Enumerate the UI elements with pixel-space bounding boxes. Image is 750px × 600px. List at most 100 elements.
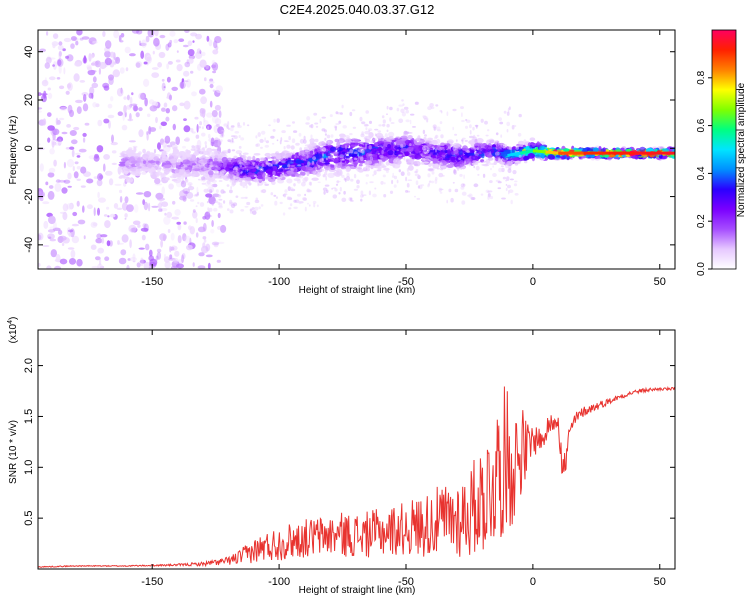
heatmap-halo-blob — [420, 184, 425, 187]
heatmap-halo-blob — [409, 143, 412, 147]
heatmap-noise-blob — [163, 102, 168, 108]
heatmap-halo-blob — [200, 156, 204, 160]
heatmap-halo-blob — [293, 183, 296, 187]
heatmap-noise-blob — [187, 186, 195, 191]
heatmap-noise-blob — [202, 222, 207, 232]
heatmap-halo-blob — [336, 112, 341, 115]
heatmap-halo-blob — [265, 140, 269, 144]
heatmap-ridge-blob — [377, 153, 381, 160]
heatmap-halo-blob — [230, 126, 234, 132]
heatmap-noise-blob — [148, 125, 152, 135]
heatmap-ridge-blob — [148, 160, 156, 164]
heatmap-noise-blob — [46, 31, 49, 36]
heatmap-halo-blob — [297, 164, 301, 167]
heatmap-halo-blob — [320, 168, 325, 172]
heatmap-ridge-blob — [298, 150, 305, 156]
heatmap-noise-blob — [110, 96, 114, 102]
heatmap-halo-blob — [276, 139, 279, 142]
heatmap-noise-blob — [106, 240, 111, 247]
heatmap-halo-blob — [238, 135, 241, 138]
heatmap-noise-blob — [93, 155, 100, 162]
heatmap-noise-blob — [44, 62, 50, 69]
heatmap-noise-blob — [124, 213, 128, 218]
heatmap-noise-blob — [67, 229, 74, 233]
snr-y-scale: (x104) — [7, 317, 19, 344]
heatmap-ridge-blob — [488, 157, 494, 161]
y-tick-label: -40 — [23, 237, 35, 253]
heatmap-noise-blob — [205, 254, 213, 258]
heatmap-noise-blob — [162, 142, 168, 148]
heatmap-ridge-blob — [347, 139, 352, 143]
heatmap-noise-blob — [55, 117, 59, 126]
heatmap-halo-blob — [304, 150, 309, 153]
heatmap-ridge-blob — [233, 155, 238, 159]
heatmap-noise-blob — [148, 202, 151, 212]
heatmap-noise-blob — [105, 40, 112, 49]
heatmap-halo-blob — [244, 196, 248, 199]
heatmap-noise-blob — [184, 235, 191, 244]
heatmap-halo-blob — [204, 141, 207, 145]
heatmap-halo-blob — [317, 165, 321, 169]
heatmap-halo-blob — [324, 171, 328, 176]
heatmap-noise-blob — [152, 128, 155, 132]
heatmap-halo-blob — [360, 198, 363, 202]
heatmap-halo-blob — [286, 196, 290, 200]
heatmap-halo-blob — [273, 157, 276, 162]
heatmap-noise-blob — [138, 40, 142, 46]
heatmap-ridge-blob — [439, 146, 445, 150]
heatmap-halo-blob — [428, 180, 432, 183]
heatmap-halo-blob — [374, 162, 379, 165]
heatmap-noise-blob — [163, 86, 166, 89]
heatmap-noise-blob — [117, 242, 125, 245]
heatmap-halo-blob — [242, 186, 246, 189]
heatmap-halo-blob — [288, 207, 292, 210]
snr-y-scale-exp: 4 — [7, 320, 14, 324]
heatmap-halo-blob — [482, 160, 487, 163]
heatmap-halo-blob — [518, 113, 522, 118]
heatmap-halo-blob — [455, 139, 458, 142]
heatmap-halo-blob — [349, 197, 353, 201]
heatmap-halo-blob — [350, 178, 354, 182]
heatmap-noise-blob — [50, 249, 57, 258]
heatmap-halo-blob — [201, 182, 206, 185]
heatmap-halo-blob — [231, 182, 235, 187]
heatmap-noise-blob — [213, 242, 219, 248]
heatmap-noise-blob — [126, 105, 132, 110]
heatmap-noise-blob — [161, 186, 165, 196]
heatmap-halo-blob — [338, 192, 341, 195]
heatmap-ridge-blob — [414, 154, 422, 160]
y-tick-label: 1.0 — [23, 460, 35, 475]
heatmap-halo-blob — [257, 183, 260, 187]
heatmap-noise-blob — [61, 187, 68, 194]
heatmap-ridge-blob — [301, 165, 307, 171]
heatmap-noise-blob — [149, 258, 158, 267]
heatmap-ridge-blob — [153, 156, 160, 161]
heatmap-noise-blob — [157, 197, 165, 201]
heatmap-halo-blob — [400, 171, 405, 176]
heatmap-halo-blob — [373, 170, 377, 176]
heatmap-noise-blob — [39, 196, 44, 202]
heatmap-ridge-blob — [128, 157, 136, 163]
heatmap-halo-blob — [484, 120, 488, 125]
heatmap-noise-blob — [183, 70, 190, 77]
heatmap-halo-blob — [405, 119, 410, 123]
heatmap-ridge-blob — [427, 137, 434, 141]
heatmap-halo-blob — [329, 114, 333, 118]
heatmap-halo-blob — [234, 166, 237, 170]
heatmap-noise-blob — [160, 208, 163, 212]
heatmap-ridge-blob — [449, 160, 457, 163]
heatmap-noise-blob — [107, 103, 113, 109]
heatmap-halo-blob — [244, 205, 249, 208]
heatmap-halo-blob — [454, 133, 458, 136]
y-tick-label: 40 — [23, 46, 35, 58]
heatmap-halo-blob — [218, 198, 223, 201]
heatmap-halo-blob — [310, 124, 314, 129]
heatmap-halo-blob — [284, 189, 288, 193]
heatmap-halo-blob — [193, 146, 196, 151]
heatmap-ridge-blob — [357, 167, 362, 170]
heatmap-noise-blob — [118, 257, 127, 265]
heatmap-ridge-blob — [136, 162, 140, 167]
heatmap-ridge-blob — [378, 159, 383, 166]
heatmap-halo-blob — [487, 129, 490, 132]
heatmap-halo-blob — [499, 121, 504, 125]
